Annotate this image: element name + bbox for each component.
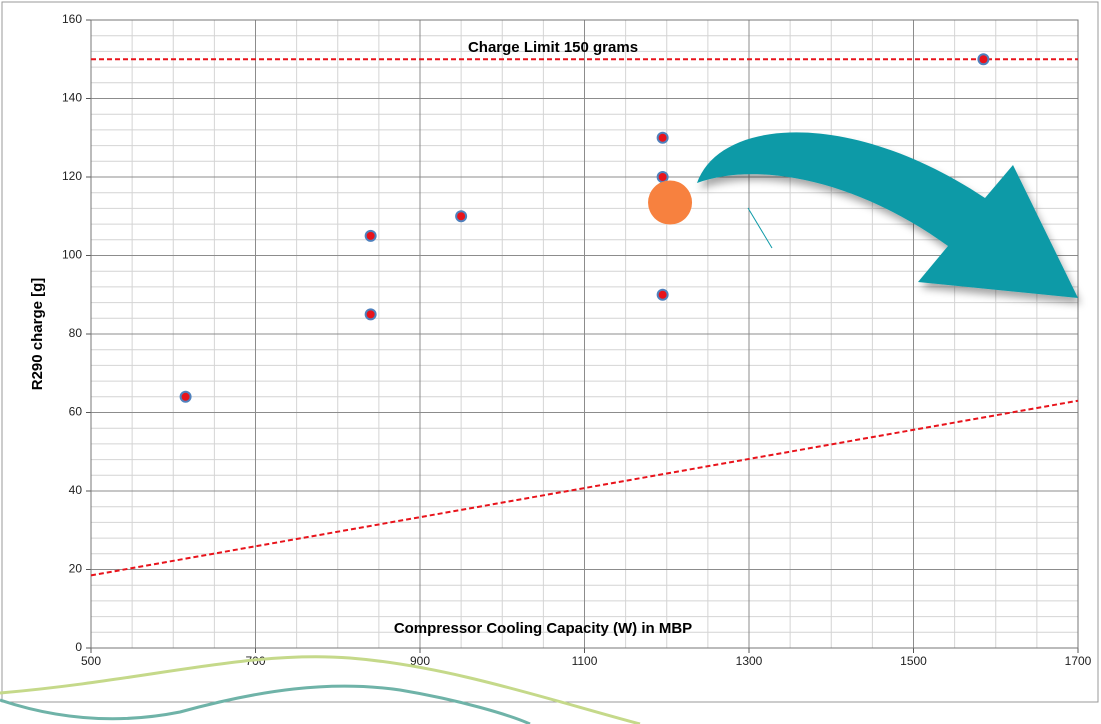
x-tick-label: 500	[81, 654, 101, 668]
x-tick-label: 1300	[736, 654, 763, 668]
decorative-wave	[0, 686, 530, 724]
y-tick-label: 100	[62, 248, 82, 262]
data-point	[978, 54, 988, 64]
data-point	[658, 133, 668, 143]
y-tick-label: 140	[62, 91, 82, 105]
x-tick-label: 1500	[900, 654, 927, 668]
decorative-line	[748, 208, 772, 248]
chart: 5007009001100130015001700020406080100120…	[0, 0, 1101, 724]
y-tick-label: 40	[69, 483, 83, 497]
x-axis-label: Compressor Cooling Capacity (W) in MBP	[394, 620, 692, 637]
x-tick-label: 1100	[572, 654, 598, 668]
y-tick-label: 120	[62, 169, 82, 183]
chart-frame	[2, 2, 1098, 702]
data-point	[366, 309, 376, 319]
annotation: Charge Limit 150 grams	[468, 39, 638, 56]
x-tick-label: 1700	[1065, 654, 1092, 668]
data-point	[648, 181, 692, 225]
y-tick-label: 60	[69, 405, 83, 419]
data-point	[658, 172, 668, 182]
y-tick-label: 80	[69, 326, 83, 340]
y-tick-label: 20	[69, 562, 83, 576]
data-point	[456, 211, 466, 221]
data-point	[366, 231, 376, 241]
decorative-arrow	[697, 132, 1078, 298]
data-point	[181, 392, 191, 402]
y-tick-label: 0	[75, 640, 82, 654]
data-point	[658, 290, 668, 300]
y-tick-label: 160	[62, 12, 82, 26]
y-axis-label: R290 charge [g]	[29, 278, 46, 391]
